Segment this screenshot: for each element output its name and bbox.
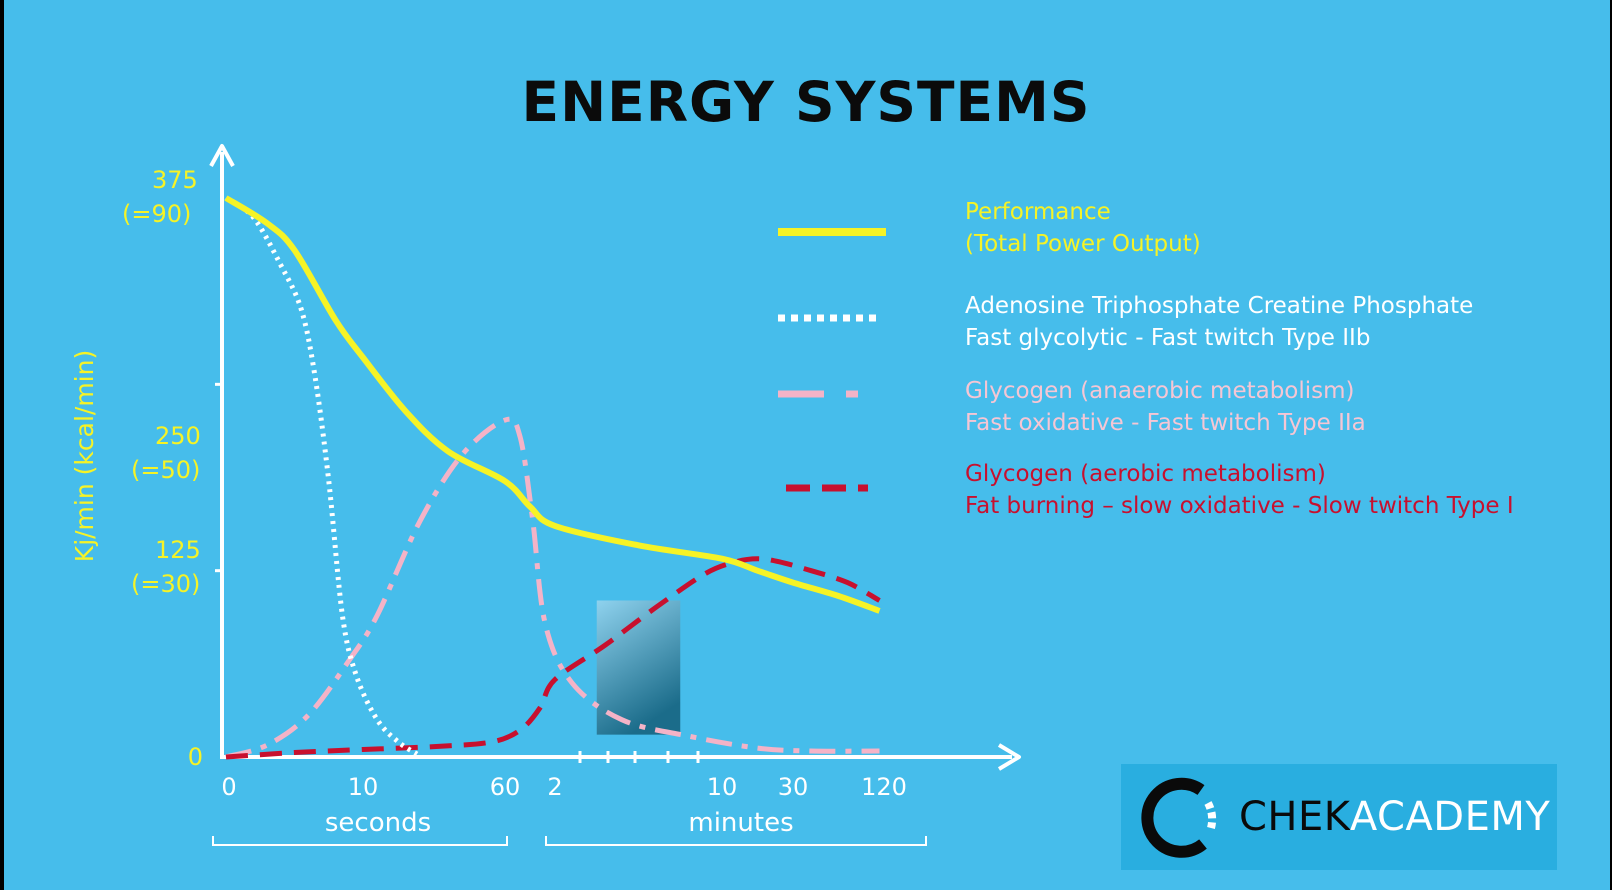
x-tick-label: 10 — [348, 773, 379, 801]
x-tick-label: 10 — [707, 773, 738, 801]
legend-atp-cp-line1: Adenosine Triphosphate Creatine Phosphat… — [965, 293, 1474, 319]
x-group-label: minutes — [688, 808, 793, 838]
legend-performance-line2: (Total Power Output) — [965, 231, 1201, 257]
x-tick-label: 2 — [547, 773, 562, 801]
x-tick-label: 120 — [861, 773, 907, 801]
y-tick-sublabel: (=90) — [122, 200, 191, 228]
legend-aerobic-line1: Glycogen (aerobic metabolism) — [965, 461, 1326, 487]
y-tick-label: 0 — [188, 743, 203, 771]
x-tick-label: 60 — [490, 773, 521, 801]
chek-academy-logo: CHEKACADEMY — [1121, 764, 1557, 870]
y-tick-sublabel: (=50) — [131, 456, 200, 484]
ring-logo-icon — [1141, 777, 1217, 858]
legend-atp-cp-line2: Fast glycolytic - Fast twitch Type IIb — [965, 325, 1371, 351]
page-title: ENERGY SYSTEMS — [521, 70, 1091, 134]
legend-anaerobic-line2: Fast oxidative - Fast twitch Type IIa — [965, 410, 1366, 436]
legend-anaerobic-line1: Glycogen (anaerobic metabolism) — [965, 378, 1355, 404]
series-line-anaerobic — [225, 416, 880, 760]
x-tick-label: 0 — [221, 773, 236, 801]
series-line-performance — [224, 195, 881, 614]
legend-performance-line1: Performance — [965, 199, 1111, 225]
y-axis-arrow-icon — [209, 144, 235, 167]
legend-aerobic-line2: Fat burning – slow oxidative - Slow twit… — [965, 493, 1514, 519]
legend-aerobic: Glycogen (aerobic metabolism) Fat burnin… — [965, 458, 1514, 522]
logo-wordmark: CHEKACADEMY — [1239, 794, 1550, 840]
y-tick-sublabel: (=30) — [131, 570, 200, 598]
x-group-bracket — [545, 836, 927, 846]
y-tick-label: 125 — [155, 536, 201, 564]
legend-performance: Performance (Total Power Output) — [965, 196, 1201, 260]
legend-atp-cp: Adenosine Triphosphate Creatine Phosphat… — [965, 290, 1473, 354]
x-axis-arrow-icon — [997, 743, 1021, 771]
x-group-bracket — [212, 836, 508, 846]
y-tick-label: 375 — [152, 166, 198, 194]
logo-wordmark-academy: ACADEMY — [1349, 794, 1551, 840]
x-group-label: seconds — [325, 808, 431, 838]
y-tick-label: 250 — [155, 422, 201, 450]
series-line-atp-cp — [224, 195, 419, 757]
x-tick-label: 30 — [778, 773, 809, 801]
y-axis-title: Kj/min (kcal/min) — [70, 350, 99, 562]
legend-anaerobic: Glycogen (anaerobic metabolism) Fast oxi… — [965, 375, 1366, 439]
series-line-aerobic — [225, 556, 881, 760]
logo-wordmark-chek: CHEK — [1239, 794, 1350, 840]
